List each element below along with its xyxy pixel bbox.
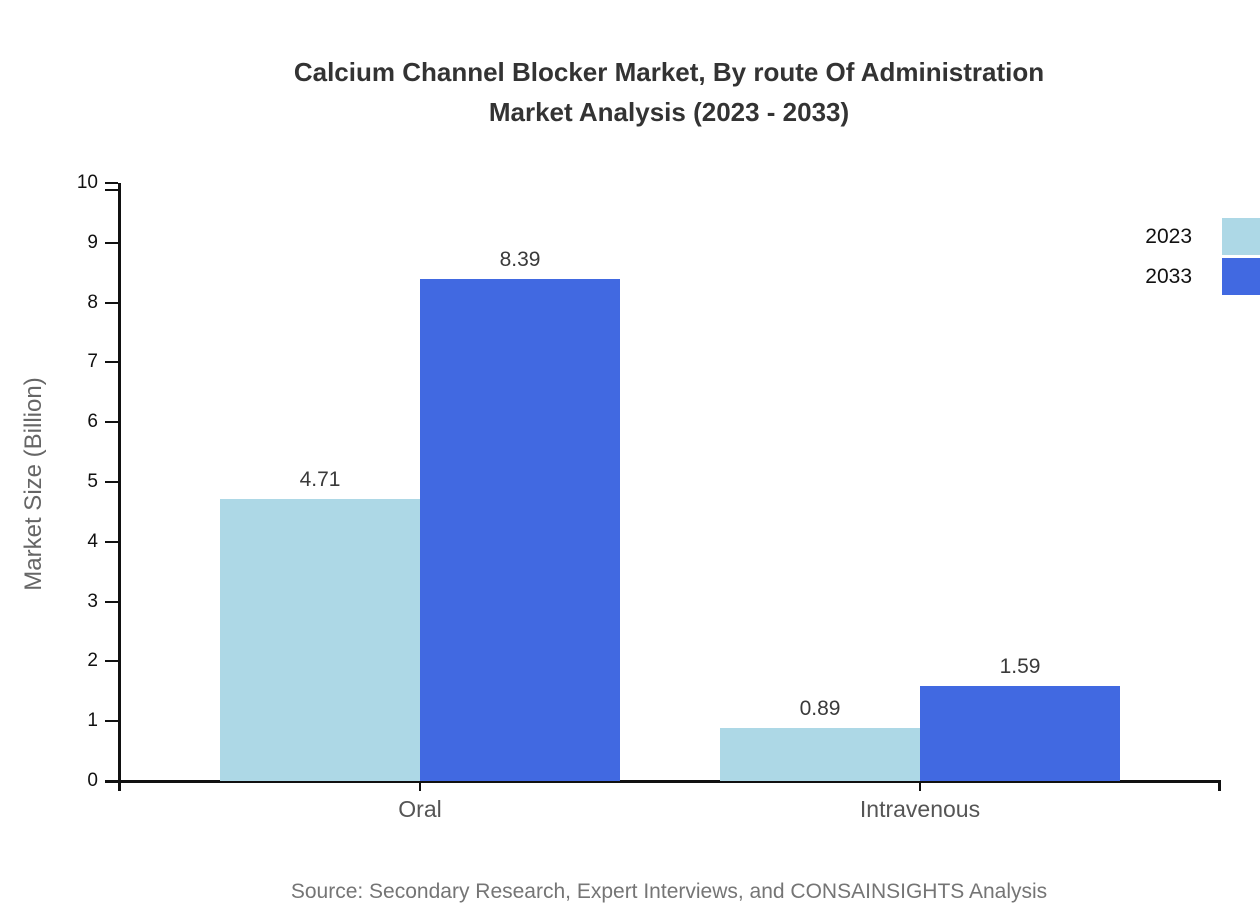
- y-tick: [105, 780, 118, 782]
- bar-value-label: 4.71: [299, 468, 341, 492]
- legend-item-2033: 2033: [1145, 258, 1260, 295]
- bar-value-label: 0.89: [799, 696, 841, 720]
- x-tick: [919, 781, 921, 791]
- y-tick: [105, 421, 118, 424]
- y-tick: [105, 660, 118, 663]
- y-axis-top-cap: [105, 189, 118, 191]
- legend-label: 2023: [1145, 224, 1192, 248]
- bar-oral-2023: [220, 499, 420, 781]
- y-tick: [105, 600, 118, 603]
- x-category-label: Intravenous: [859, 796, 981, 822]
- y-tick: [105, 241, 118, 244]
- legend-swatch: [1222, 258, 1260, 295]
- y-tick: [105, 182, 118, 184]
- y-tick-label: 1: [87, 710, 98, 732]
- bar-oral-2033: [420, 279, 620, 781]
- x-axis-line: [105, 780, 1221, 783]
- y-tick: [105, 481, 118, 483]
- y-tick-label: 7: [87, 351, 98, 373]
- x-tick: [419, 781, 421, 791]
- y-axis-line: [118, 183, 121, 791]
- y-tick-label: 3: [87, 590, 98, 612]
- y-tick-label: 5: [87, 471, 98, 492]
- y-tick-label: 6: [87, 411, 98, 433]
- bar-value-label: 1.59: [999, 654, 1041, 678]
- y-tick-label: 2: [87, 650, 98, 672]
- source-attribution: Source: Secondary Research, Expert Inter…: [290, 880, 1048, 903]
- chart-legend: 2023 2033: [1145, 218, 1260, 298]
- y-tick: [105, 540, 118, 543]
- y-tick-label: 0: [87, 770, 98, 791]
- legend-item-2023: 2023: [1145, 218, 1260, 255]
- y-tick: [105, 361, 118, 364]
- bar-intravenous-2033: [920, 685, 1120, 781]
- y-tick: [105, 301, 118, 304]
- y-tick-label: 8: [87, 291, 98, 313]
- chart-title-line2: Market Analysis (2023 - 2033): [488, 97, 850, 127]
- bar-value-label: 8.39: [499, 248, 541, 272]
- y-tick-label: 10: [76, 172, 98, 193]
- chart-title-line1: Calcium Channel Blocker Market, By route…: [293, 57, 1045, 87]
- bar-intravenous-2023: [720, 727, 920, 781]
- y-tick-label: 9: [87, 231, 98, 253]
- y-tick: [105, 720, 118, 723]
- legend-label: 2033: [1145, 264, 1192, 288]
- y-axis-title: Market Size (Billion): [20, 377, 47, 591]
- x-axis-end-cap: [1218, 781, 1221, 791]
- chart-title: Calcium Channel Blocker Market, By route…: [118, 52, 1220, 132]
- y-tick-label: 4: [87, 530, 98, 552]
- x-category-label: Oral: [398, 796, 442, 822]
- legend-swatch: [1222, 218, 1260, 255]
